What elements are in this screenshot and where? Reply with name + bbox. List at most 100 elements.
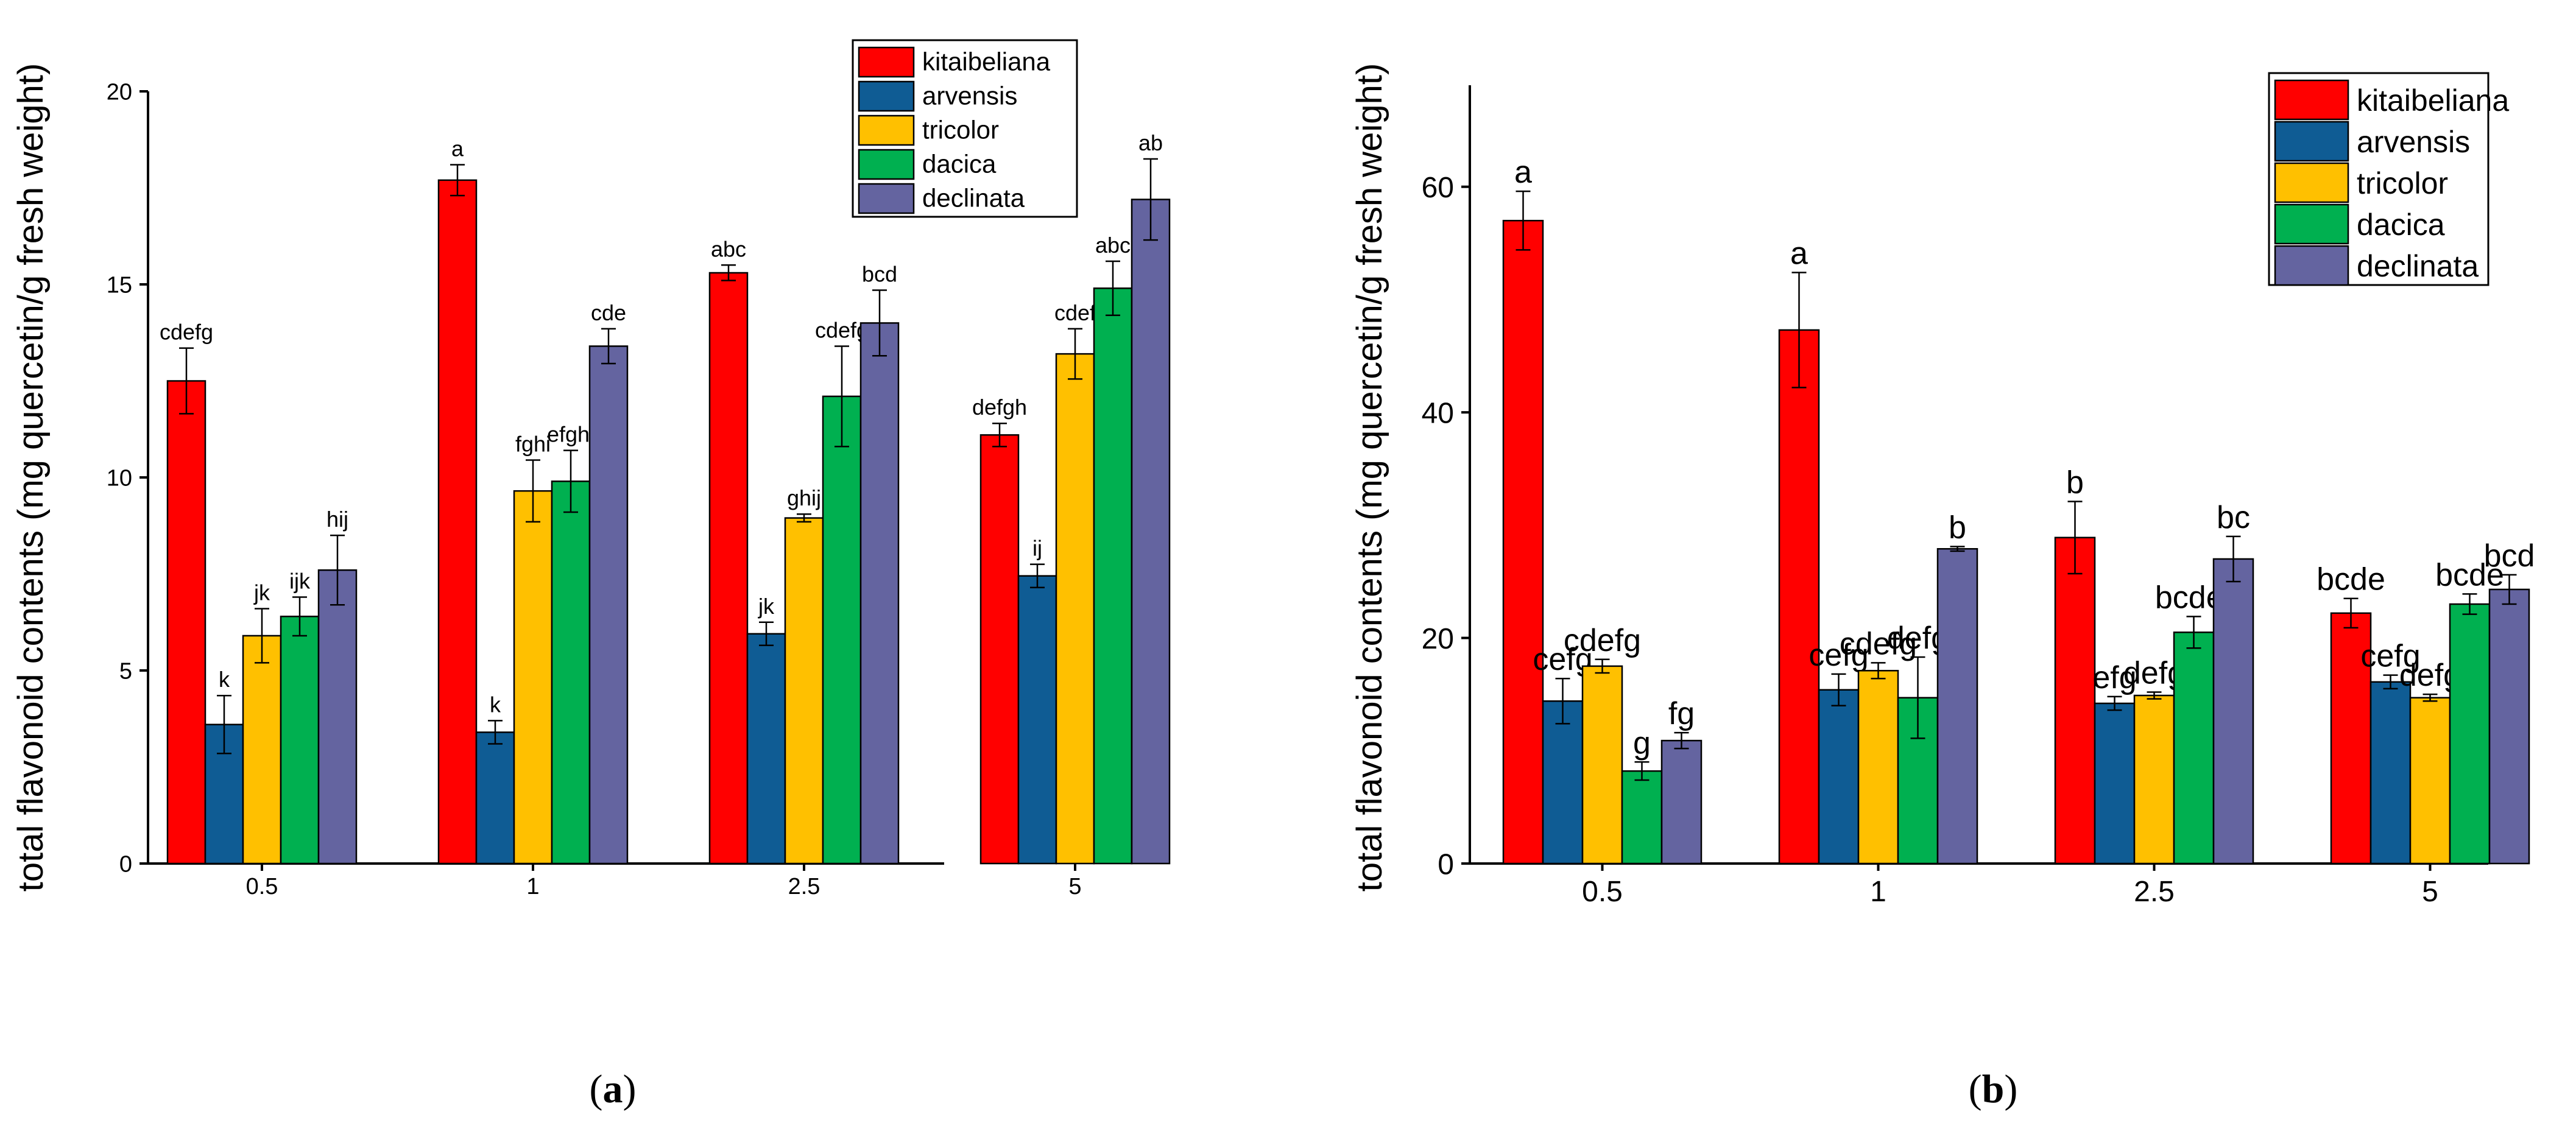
panel-a-bar bbox=[1093, 287, 1133, 865]
panel-b-data-label: fg bbox=[1668, 696, 1695, 731]
panel-a-bar bbox=[551, 480, 591, 865]
panel-b-y-tick-label: 60 bbox=[1422, 172, 1454, 204]
panel-b-x-tick-label: 0.5 bbox=[1582, 876, 1623, 908]
panel-a-x-tick-label: 2.5 bbox=[788, 874, 820, 899]
panel-a-data-label: defgh bbox=[972, 395, 1027, 420]
panel-b-legend-swatch bbox=[2274, 121, 2349, 162]
panel-a-data-label: abc bbox=[711, 236, 746, 261]
panel-b-data-label: efg bbox=[2092, 660, 2136, 695]
panel-b-y-tick-label: 40 bbox=[1422, 397, 1454, 429]
panel-a-legend-label: kitaibeliana bbox=[922, 47, 1051, 76]
panel-a-bar bbox=[859, 322, 900, 865]
panel-b-data-label: b bbox=[1949, 510, 1966, 546]
panel-a-data-label: k bbox=[219, 667, 230, 692]
panel-b-data-label: cefg bbox=[2360, 639, 2420, 674]
panel-a-data-label: hij bbox=[326, 507, 348, 532]
panel-a-legend-label: declinata bbox=[922, 183, 1025, 212]
panel-a-y-tick-label: 5 bbox=[119, 659, 132, 684]
panel-b-data-label: bcd bbox=[2484, 538, 2535, 574]
panel-a-bar bbox=[513, 490, 553, 865]
panel-b-legend-swatch bbox=[2274, 79, 2349, 121]
panel-b-data-label: a bbox=[1514, 155, 1532, 190]
panel-b-data-label: cefg bbox=[1808, 638, 1868, 673]
panel-b-bar bbox=[2133, 694, 2175, 865]
panel-b-bar bbox=[1581, 665, 1623, 865]
panel-b-y-tick-label: 0 bbox=[1438, 848, 1454, 881]
panel-a-legend: kitaibeliana arvensis tricolor dacica declin… bbox=[852, 39, 1078, 218]
panel-b-x-tick-label: 1 bbox=[1870, 876, 1886, 908]
panel-a-data-label: cdefg bbox=[160, 320, 213, 345]
panel-a-bar bbox=[166, 380, 206, 865]
panel-a-caption-letter: a bbox=[603, 1067, 623, 1111]
panel-b-data-label: bcde bbox=[2435, 557, 2504, 593]
panel-a-bar bbox=[822, 395, 862, 865]
panel-b-data-label: a bbox=[1790, 236, 1808, 271]
panel-b-legend-label: dacica bbox=[2357, 208, 2445, 242]
panel-a-y-tick-label: 0 bbox=[119, 852, 132, 878]
panel-b-data-label: cdefg bbox=[1564, 623, 1641, 658]
panel-a-data-label: cdefg bbox=[815, 317, 869, 342]
panel-a-data-label: cde bbox=[591, 300, 626, 325]
panel-a-bar bbox=[317, 569, 358, 865]
panel-a-data-label: cdef bbox=[1054, 300, 1096, 325]
panel-a-legend-label: dacica bbox=[922, 149, 997, 178]
panel-b-x-tick-label: 2.5 bbox=[2134, 876, 2175, 908]
panel-b-data-label: b bbox=[2066, 465, 2084, 500]
panel-a-y-tick-label: 20 bbox=[107, 80, 132, 105]
panel-b-bar bbox=[1660, 739, 1703, 865]
panel-b-legend-label: kitaibeliana bbox=[2357, 83, 2509, 118]
panel-b-bar bbox=[1936, 547, 1978, 865]
panel-a-bar bbox=[708, 272, 749, 865]
panel-b-bar bbox=[1621, 770, 1663, 865]
panel-b-legend-label: tricolor bbox=[2357, 166, 2448, 200]
panel-a-data-label: jk bbox=[758, 594, 775, 619]
panel-a-ticks: 0 5 10 15 20 bbox=[107, 80, 148, 878]
panel-a-bar bbox=[784, 517, 824, 865]
panel-a-legend-swatch bbox=[858, 114, 915, 146]
panel-b-y-axis-label: total flavonoid contents (mg quercetin/g… bbox=[1350, 63, 1389, 892]
panel-a-bar bbox=[1017, 575, 1057, 865]
panel-a-legend-swatch bbox=[858, 46, 915, 78]
panel-b-legend-swatch bbox=[2274, 203, 2349, 245]
panel-a-bar bbox=[1055, 353, 1095, 865]
panel-b-data-label: bcde bbox=[2317, 562, 2385, 597]
panel-a-bar bbox=[1131, 199, 1171, 865]
panel-b-bar bbox=[1778, 329, 1820, 865]
panel-a-data-label: jk bbox=[253, 580, 270, 605]
panel-a-y-axis-label: total flavonoid contents (mg quercetin/g… bbox=[11, 63, 51, 892]
panel-a-x-tick-label: 0.5 bbox=[246, 874, 278, 899]
panel-b-legend: kitaibeliana arvensis tricolor dacica declin… bbox=[2268, 72, 2509, 286]
panel-b-bar bbox=[2054, 537, 2096, 865]
panel-a-bar bbox=[979, 434, 1020, 865]
panel-a-bar bbox=[280, 615, 320, 865]
panel-a-data-label: ijk bbox=[289, 569, 311, 594]
panel-b-bar bbox=[2449, 603, 2491, 865]
panel-b-data-label: g bbox=[1633, 725, 1651, 761]
panel-b-bar bbox=[2488, 588, 2530, 865]
panel-a-y-tick-label: 15 bbox=[107, 273, 132, 298]
panel-a-bar bbox=[746, 633, 786, 865]
panel-b-bar bbox=[1542, 700, 1584, 865]
panel-a-bar bbox=[475, 731, 515, 865]
panel-a-legend-label: tricolor bbox=[922, 115, 999, 144]
panel-a-data-label: bcd bbox=[862, 262, 897, 287]
panel-b-bar bbox=[1857, 670, 1899, 865]
panel-b-bar bbox=[2173, 632, 2215, 865]
panel-b-data-label: cdefg bbox=[1840, 626, 1917, 661]
panel-b-ticks: 0 20 40 60 bbox=[1422, 172, 1470, 881]
panel-b-caption: (b) bbox=[1969, 1067, 2018, 1111]
panel-a-legend-swatch bbox=[858, 80, 915, 112]
panel-a-caption: (a) bbox=[590, 1067, 637, 1111]
panel-a-bar bbox=[437, 179, 478, 865]
panel-b-caption-letter: b bbox=[1982, 1067, 2005, 1111]
panel-a-data-label: abc bbox=[1095, 233, 1131, 258]
panel-b-legend-label: declinata bbox=[2357, 249, 2479, 283]
panel-a-legend-label: arvensis bbox=[922, 81, 1017, 110]
panel-a-y-tick-label: 10 bbox=[107, 466, 132, 491]
panel-b-x-tick-label: 5 bbox=[2422, 876, 2438, 908]
panel-b-legend-label: arvensis bbox=[2357, 125, 2470, 159]
panel-a-bar bbox=[242, 635, 282, 865]
